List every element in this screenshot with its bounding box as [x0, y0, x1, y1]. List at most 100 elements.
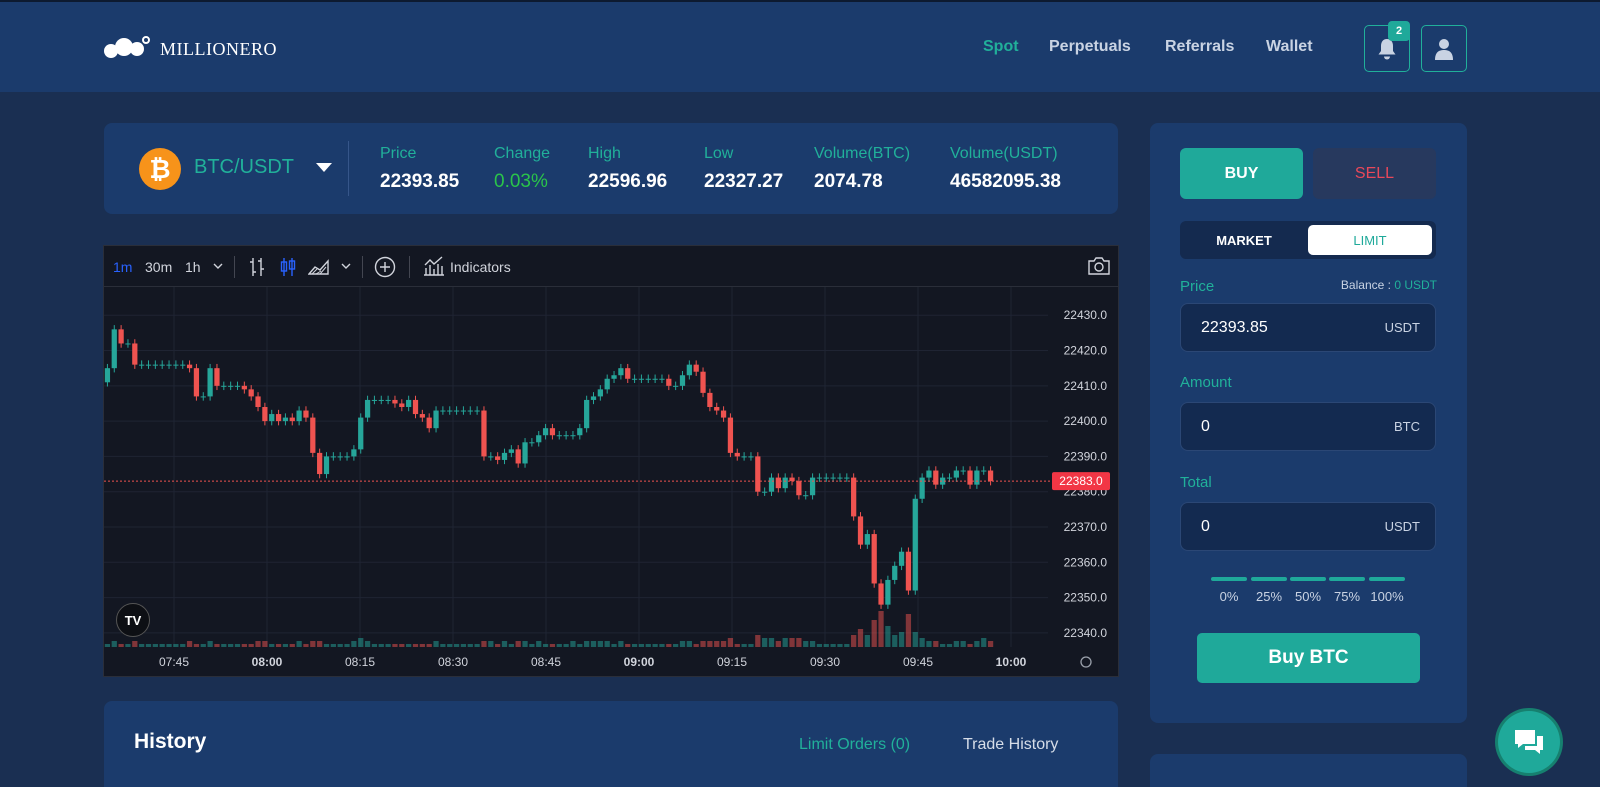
notifications-button[interactable]: 2 [1364, 21, 1410, 72]
volume-bar [378, 644, 384, 647]
percent-label-0[interactable]: 0% [1219, 589, 1239, 604]
candle-body [666, 378, 672, 386]
volume-bar [323, 644, 330, 647]
candle-body [590, 396, 597, 400]
nav-referrals[interactable]: Referrals [1165, 38, 1235, 55]
volume-bar [803, 641, 809, 647]
pair-name[interactable]: BTC/USDT [194, 156, 294, 178]
volume-bar [912, 632, 918, 647]
candle-body [878, 583, 884, 605]
volume-bar [303, 644, 309, 647]
amount-input[interactable] [1201, 403, 1371, 450]
candle-body [529, 442, 535, 444]
candle-body [981, 470, 987, 472]
brand-logo[interactable]: MILLIONERO [104, 36, 277, 62]
camera-icon[interactable] [1087, 256, 1111, 276]
candle-body [111, 329, 117, 369]
indicators-button[interactable]: Indicators [450, 259, 511, 275]
nav-spot[interactable]: Spot [983, 38, 1019, 55]
candle-body [987, 470, 994, 482]
bitcoin-icon: ₿ [139, 148, 181, 190]
volume-bar [132, 641, 138, 647]
candle-body [803, 495, 809, 497]
volume-bar [631, 644, 638, 647]
percent-label-25[interactable]: 25% [1255, 589, 1283, 604]
volume-bar [981, 638, 987, 647]
percent-bar-0[interactable] [1211, 577, 1247, 581]
percent-label-75[interactable]: 75% [1333, 589, 1361, 604]
volume-bar [419, 644, 425, 647]
amount-label: Amount [1180, 374, 1232, 391]
area-chart-type-icon[interactable] [308, 258, 330, 276]
account-button[interactable] [1421, 25, 1467, 72]
volume-bar [447, 644, 453, 647]
candle-body [104, 368, 111, 383]
volume-bar [501, 641, 508, 647]
interval-1h[interactable]: 1h [185, 259, 201, 275]
candle-body [426, 417, 432, 429]
stat-label: Low [704, 145, 734, 162]
candle-body [837, 477, 843, 479]
volume-bar [707, 641, 713, 647]
buy-btc-button[interactable]: Buy BTC [1197, 633, 1420, 683]
stat-value: 0.03% [494, 171, 548, 192]
stat-low: Low 22327.27 [704, 145, 783, 193]
price-input[interactable] [1201, 304, 1371, 351]
candle-body [919, 477, 925, 499]
volume-bar [556, 644, 562, 647]
percent-label-50[interactable]: 50% [1294, 589, 1322, 604]
chevron-down-icon[interactable] [316, 163, 332, 172]
volume-bar [830, 644, 836, 647]
candle-body [700, 371, 706, 393]
volume-bar [125, 644, 131, 647]
volume-bar [255, 641, 261, 647]
total-unit: USDT [1384, 519, 1420, 534]
tab-trade-history[interactable]: Trade History [963, 736, 1059, 753]
stat-value: 2074.78 [814, 171, 883, 192]
percent-bar-100[interactable] [1369, 577, 1405, 581]
percent-label-100[interactable]: 100% [1370, 589, 1404, 604]
buy-tab-button[interactable]: BUY [1180, 148, 1303, 199]
nav-wallet[interactable]: Wallet [1266, 38, 1313, 55]
chevron-down-icon[interactable] [213, 262, 223, 270]
market-order-button[interactable]: MARKET [1216, 232, 1272, 248]
volume-bar [145, 644, 152, 647]
top-navbar: MILLIONERO Spot Perpetuals Referrals Wal… [0, 0, 1600, 92]
sell-tab-button[interactable]: SELL [1313, 148, 1436, 199]
volume-bar [659, 644, 665, 647]
stat-price: Price 22393.85 [380, 145, 459, 193]
percent-bar-25[interactable] [1251, 577, 1287, 581]
candlestick-plot[interactable]: 22430.022420.022410.022400.022390.022380… [104, 287, 1118, 677]
volume-bar [878, 611, 884, 647]
candle-body [460, 410, 467, 412]
price-chart[interactable]: 1m 30m 1h Indicators 22430.0 22420.0 22410… [103, 245, 1119, 677]
indicators-icon[interactable] [423, 256, 445, 276]
volume-bar [693, 644, 699, 647]
candles-chart-type-icon[interactable] [279, 257, 297, 277]
chevron-down-icon[interactable] [341, 262, 351, 270]
y-tick-label: 22410.0 [1064, 379, 1108, 393]
compare-plus-icon[interactable] [374, 256, 396, 278]
volume-bar [392, 644, 398, 647]
limit-order-button[interactable]: LIMIT [1308, 225, 1432, 255]
volume-bar [837, 644, 843, 647]
interval-1m[interactable]: 1m [113, 259, 133, 275]
bar-chart-type-icon[interactable] [248, 257, 266, 277]
y-tick-label: 22340.0 [1064, 626, 1108, 640]
total-input[interactable] [1201, 503, 1371, 550]
stat-value: 46582095.38 [950, 171, 1061, 192]
candle-body [358, 417, 364, 450]
stat-value: 22596.96 [588, 171, 668, 192]
gear-icon[interactable] [1080, 656, 1092, 668]
chat-widget-button[interactable] [1498, 711, 1560, 773]
interval-30m[interactable]: 30m [145, 259, 173, 275]
stat-high: High 22596.96 [588, 145, 667, 193]
nav-perpetuals[interactable]: Perpetuals [1049, 38, 1131, 55]
percent-bar-50[interactable] [1290, 577, 1326, 581]
percent-bar-75[interactable] [1329, 577, 1365, 581]
volume-bar [618, 641, 624, 647]
candle-body [645, 378, 651, 380]
volume-bar [495, 644, 501, 647]
tab-limit-orders[interactable]: Limit Orders (0) [799, 736, 911, 753]
tradingview-logo[interactable]: TV [116, 603, 150, 637]
